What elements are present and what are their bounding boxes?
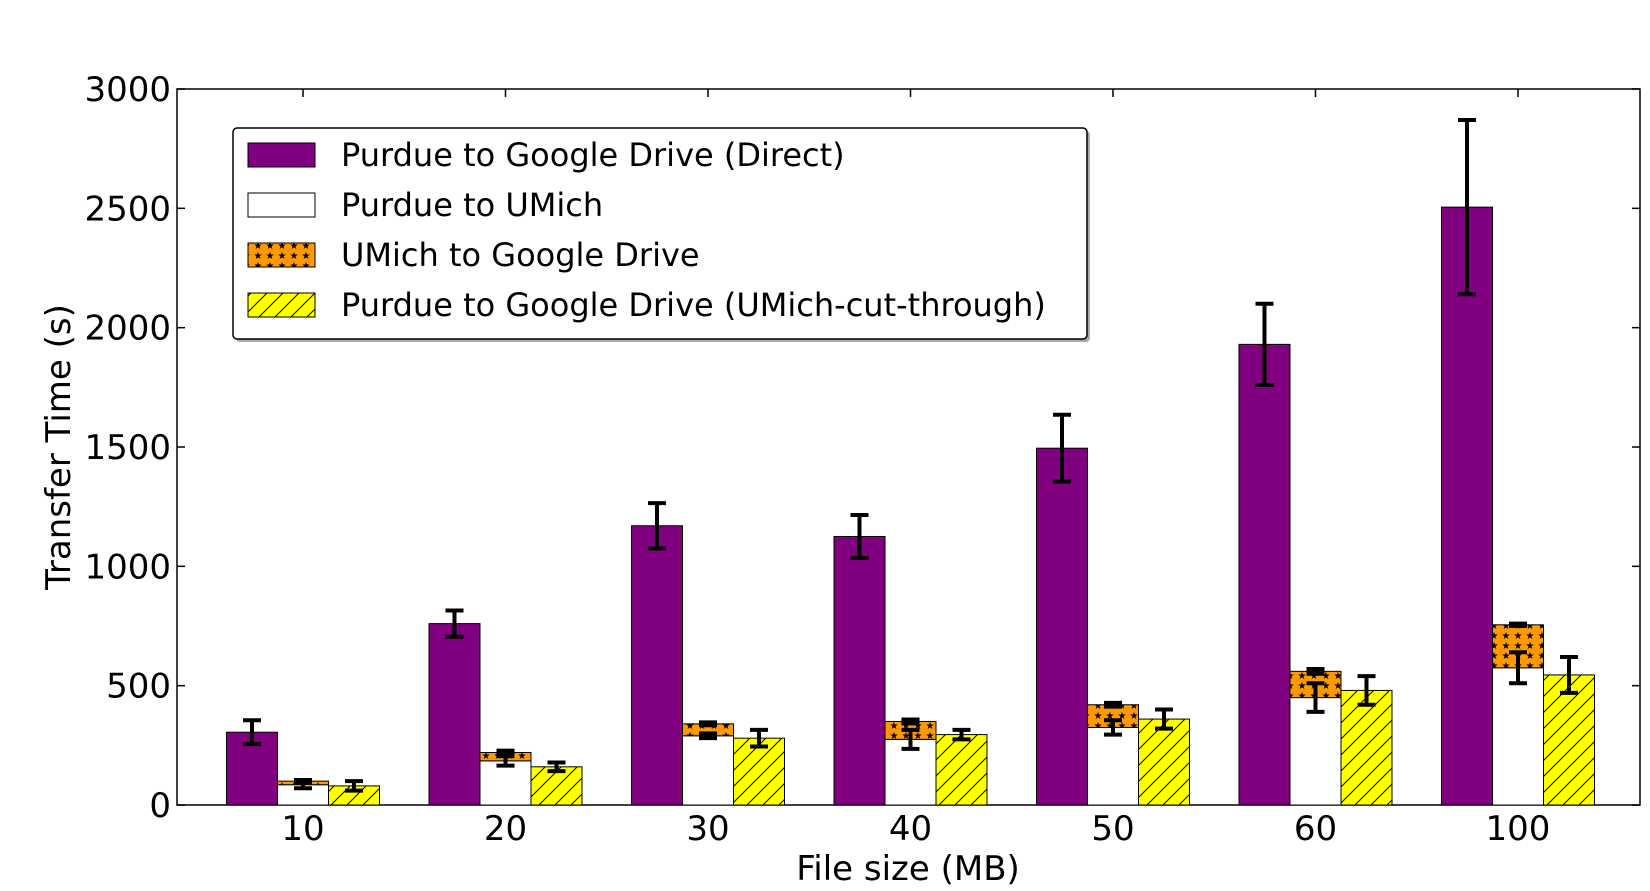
x-tick-label: 40: [889, 809, 932, 849]
bar-cut-through: [530, 766, 583, 806]
bar-direct: [1036, 447, 1088, 806]
error-bars-group: [243, 118, 1578, 793]
x-tick-label: 30: [686, 809, 729, 849]
bar-purdue-umich: [1289, 697, 1342, 806]
bar-cut-through: [1340, 689, 1393, 806]
y-tick-label: 2000: [84, 309, 171, 349]
bar-direct: [1238, 343, 1291, 806]
bar-purdue-umich: [479, 760, 532, 806]
legend-swatch: [247, 292, 316, 318]
bar-direct: [833, 536, 886, 806]
bar-cut-through: [1543, 674, 1595, 806]
legend-label: Purdue to UMich: [341, 186, 603, 224]
legend: Purdue to Google Drive (Direct) Purdue to…: [232, 127, 1090, 342]
y-axis: 0 500 1000 1500 2000 2500 3000: [84, 70, 1640, 826]
bar-direct: [1441, 206, 1493, 806]
x-tick-label: 100: [1486, 809, 1551, 849]
x-axis: 10 20 30 40 50 60 100: [281, 89, 1550, 849]
y-axis-label: Transfer Time (s): [39, 304, 79, 591]
legend-label: Purdue to Google Drive (Direct): [341, 136, 845, 174]
y-tick-label: 1000: [84, 547, 171, 587]
bar-cut-through: [1138, 718, 1190, 806]
y-tick-label: 0: [149, 786, 171, 826]
bars-group: [226, 206, 1595, 806]
x-tick-label: 60: [1294, 809, 1337, 849]
x-tick-label: 20: [484, 809, 527, 849]
bar-purdue-umich: [1492, 667, 1544, 806]
y-tick-label: 500: [106, 667, 171, 707]
y-tick-label: 1500: [84, 428, 171, 468]
x-tick-label: 50: [1091, 809, 1134, 849]
bar-direct: [631, 525, 683, 806]
y-tick-label: 3000: [84, 70, 171, 110]
legend-swatch: [247, 242, 316, 268]
x-tick-label: 10: [281, 809, 324, 849]
y-tick-label: 2500: [84, 189, 171, 229]
bar-purdue-umich: [1087, 726, 1139, 806]
bar-cut-through: [935, 734, 988, 806]
legend-swatch: [247, 142, 316, 168]
bar-cut-through: [733, 737, 785, 806]
legend-label: UMich to Google Drive: [341, 236, 700, 274]
legend-label: Purdue to Google Drive (UMich-cut-throug…: [341, 286, 1046, 324]
bar-direct: [428, 623, 481, 806]
x-axis-label: File size (MB): [796, 849, 1020, 889]
legend-swatch: [247, 192, 316, 218]
bar-purdue-umich: [682, 735, 734, 806]
